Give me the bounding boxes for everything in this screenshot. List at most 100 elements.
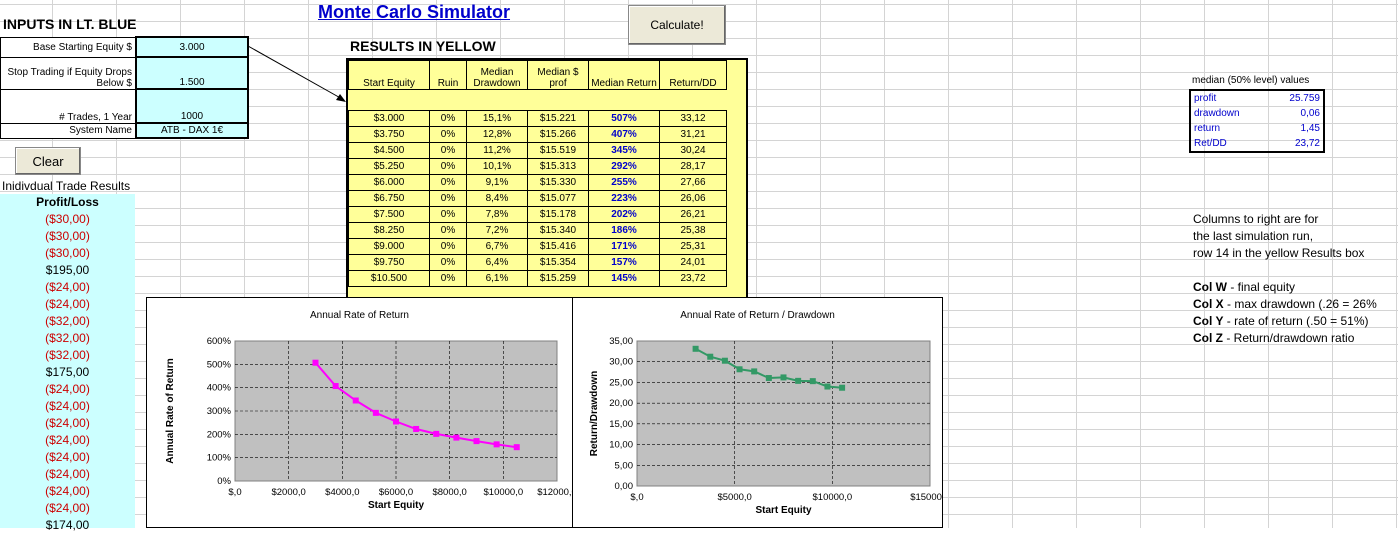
notes: Columns to right are for the last simula… <box>1193 211 1377 347</box>
results-col-ret-dd: Return/DD <box>659 60 727 90</box>
results-cell: 157% <box>588 254 660 271</box>
trade-result-cell: ($30,00) <box>45 229 90 243</box>
y-tick-label: 30,00 <box>609 357 633 368</box>
trade-result-cell: ($24,00) <box>45 297 90 311</box>
return-dd-chart-svg: Annual Rate of Return / Drawdown 0,00 5,00… <box>589 310 950 516</box>
results-cell: 31,21 <box>659 126 727 143</box>
data-point <box>765 375 772 382</box>
note-col-desc: - max drawdown (.26 = 26% <box>1223 297 1377 311</box>
results-cell: $15.354 <box>527 254 589 271</box>
y-tick-label: 600% <box>207 336 232 347</box>
results-col-return: Median Return <box>588 60 660 90</box>
y-tick-label: 200% <box>207 429 232 440</box>
chart-title: Annual Rate of Return <box>310 310 409 321</box>
results-cell: 8,4% <box>466 190 528 207</box>
input-stop-trading[interactable]: 1.500 <box>135 56 249 90</box>
data-point <box>453 434 460 441</box>
note-col-desc: - Return/drawdown ratio <box>1223 331 1355 345</box>
note-col-name: Col X <box>1193 297 1224 311</box>
x-tick-label: $10000,0 <box>813 492 853 503</box>
clear-button[interactable]: Clear <box>15 147 81 175</box>
results-row: $4.500 0% 11,2% $15.519 345% 30,24 <box>348 142 727 159</box>
results-cell: 28,17 <box>659 158 727 175</box>
results-cell: 10,1% <box>466 158 528 175</box>
input-label-trades: # Trades, 1 Year <box>0 88 137 124</box>
calculate-button[interactable]: Calculate! <box>628 5 726 45</box>
results-cell: 7,2% <box>466 222 528 239</box>
results-cell: 255% <box>588 174 660 191</box>
results-cell: $15.416 <box>527 238 589 255</box>
data-point <box>352 397 359 404</box>
page-title: Monte Carlo Simulator <box>318 2 511 22</box>
note-line: Columns to right are for <box>1193 212 1319 226</box>
trade-result-cell: ($24,00) <box>45 484 90 498</box>
median-title: median (50% level) values <box>1192 75 1310 86</box>
data-point <box>433 430 440 437</box>
results-cell: 507% <box>588 110 660 127</box>
results-cell: 0% <box>429 174 467 191</box>
results-cell: 11,2% <box>466 142 528 159</box>
results-row: $9.000 0% 6,7% $15.416 171% 25,31 <box>348 238 727 255</box>
note-col-desc: - final equity <box>1227 280 1296 294</box>
results-cell: 0% <box>429 238 467 255</box>
results-cell: 0% <box>429 206 467 223</box>
results-cell: $15.519 <box>527 142 589 159</box>
results-cell: 0% <box>429 254 467 271</box>
results-cell: $15.178 <box>527 206 589 223</box>
data-point <box>736 366 743 373</box>
results-cell: 6,7% <box>466 238 528 255</box>
results-cell: 26,21 <box>659 206 727 223</box>
trade-results-column: Profit/Loss ($30,00) ($30,00) ($30,00) $195… <box>0 194 135 532</box>
results-cell: $6.750 <box>348 190 430 207</box>
x-tick-label: $10000,0 <box>484 487 524 498</box>
results-row: $7.500 0% 7,8% $15.178 202% 26,21 <box>348 206 727 223</box>
results-cell: $10.500 <box>348 270 430 287</box>
trade-result-cell: ($24,00) <box>45 382 90 396</box>
y-tick-label: 10,00 <box>609 440 633 451</box>
results-cell: $8.250 <box>348 222 430 239</box>
trade-result-cell: $174,00 <box>45 518 90 532</box>
arrow-icon <box>247 45 346 102</box>
x-tick-label: $2000,0 <box>271 487 305 498</box>
note-line: the last simulation run, <box>1193 229 1314 243</box>
results-cell: $15.266 <box>527 126 589 143</box>
trade-result-cell: ($32,00) <box>45 314 90 328</box>
results-col-drawdown: Median Drawdown <box>466 60 528 90</box>
input-base-equity[interactable]: 3.000 <box>135 36 249 58</box>
median-table: profit 25.759 drawdown 0,06 return 1,45 Ret… <box>1189 89 1325 153</box>
return-dd-chart[interactable]: Annual Rate of Return / Drawdown 0,00 5,00… <box>572 297 950 528</box>
results-cell: 0% <box>429 270 467 287</box>
results-title: RESULTS IN YELLOW <box>350 38 496 54</box>
results-cell: 25,31 <box>659 238 727 255</box>
results-cell: $5.250 <box>348 158 430 175</box>
note-col-z: Col Z - Return/drawdown ratio <box>1193 330 1377 347</box>
return-chart[interactable]: Annual Rate of Return 0% 100% 200% 300% 400% 5… <box>146 297 577 528</box>
median-value: 25.759 <box>1289 93 1320 104</box>
results-row: $8.250 0% 7,2% $15.340 186% 25,38 <box>348 222 727 239</box>
results-col-ruin: Ruin <box>429 60 467 90</box>
results-cell: $15.077 <box>527 190 589 207</box>
x-tick-label: $5000,0 <box>717 492 751 503</box>
results-cell: 30,24 <box>659 142 727 159</box>
data-point <box>393 418 399 425</box>
results-cell: $3.750 <box>348 126 430 143</box>
results-row: $5.250 0% 10,1% $15.313 292% 28,17 <box>348 158 727 175</box>
trade-result-cell: ($30,00) <box>45 246 90 260</box>
results-cell: 0% <box>429 222 467 239</box>
data-point <box>312 359 319 366</box>
data-point <box>795 377 802 384</box>
data-point <box>513 444 520 451</box>
data-point <box>824 383 831 390</box>
inputs-table: Base Starting Equity $ 3.000 Stop Tradin… <box>0 36 249 139</box>
y-tick-label: 20,00 <box>609 398 633 409</box>
trade-result-cell: ($24,00) <box>45 416 90 430</box>
results-cell: 9,1% <box>466 174 528 191</box>
y-tick-label: 15,00 <box>609 419 633 430</box>
input-system-name[interactable]: ATB - DAX 1€ <box>135 122 249 139</box>
results-cell: 27,66 <box>659 174 727 191</box>
trade-result-cell: ($24,00) <box>45 501 90 515</box>
input-label-system-name: System Name <box>0 122 137 139</box>
input-trades[interactable]: 1000 <box>135 88 249 124</box>
results-cell: 0% <box>429 126 467 143</box>
results-cell: 223% <box>588 190 660 207</box>
